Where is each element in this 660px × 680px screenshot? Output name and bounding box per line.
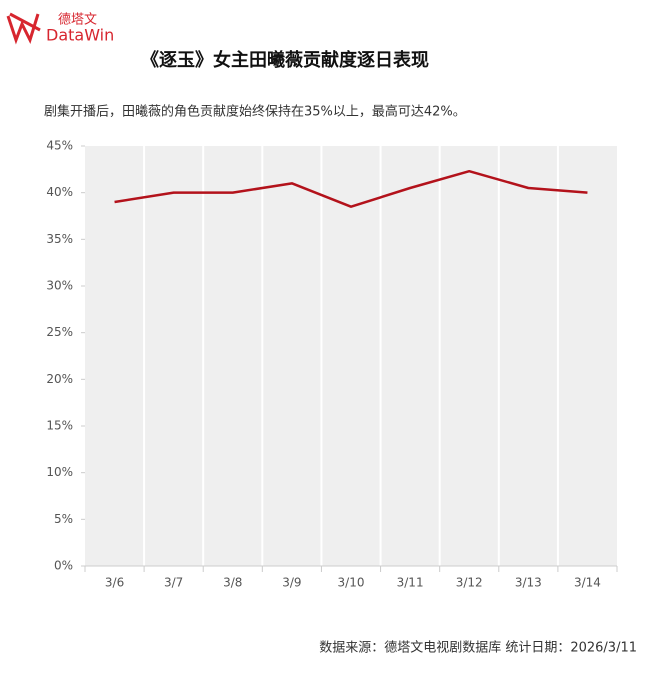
y-tick-label: 0%: [54, 559, 73, 573]
x-tick-label: 3/13: [515, 576, 542, 590]
logo-en: DataWin: [46, 26, 114, 45]
y-tick-label: 25%: [46, 325, 73, 339]
y-tick-label: 35%: [46, 232, 73, 246]
y-tick-label: 40%: [46, 185, 73, 199]
y-tick-label: 30%: [46, 279, 73, 293]
x-tick-label: 3/14: [574, 576, 601, 590]
logo-mark: [6, 12, 41, 45]
x-tick-label: 3/12: [456, 576, 483, 590]
x-tick-label: 3/6: [105, 576, 124, 590]
y-tick-label: 5%: [54, 512, 73, 526]
x-tick-label: 3/7: [164, 576, 183, 590]
logo-cn: 德塔文: [58, 13, 97, 28]
x-tick-label: 3/9: [282, 576, 301, 590]
footer-source: 数据来源：德塔文电视剧数据库 统计日期：2026/3/11: [319, 640, 637, 656]
y-tick-label: 10%: [46, 465, 73, 479]
y-tick-label: 15%: [46, 419, 73, 433]
y-tick-label: 45%: [46, 139, 73, 153]
y-tick-label: 20%: [46, 372, 73, 386]
x-tick-label: 3/10: [338, 576, 365, 590]
x-tick-label: 3/11: [397, 576, 424, 590]
line-series: [114, 169, 588, 208]
x-tick-label: 3/8: [223, 576, 242, 590]
chart-subtitle: 剧集开播后，田曦薇的角色贡献度始终保持在35%以上，最高可达42%。: [44, 104, 466, 120]
chart-title: 《逐玉》女主田曦薇贡献度逐日表现: [141, 49, 429, 71]
plot-area: [85, 146, 617, 566]
